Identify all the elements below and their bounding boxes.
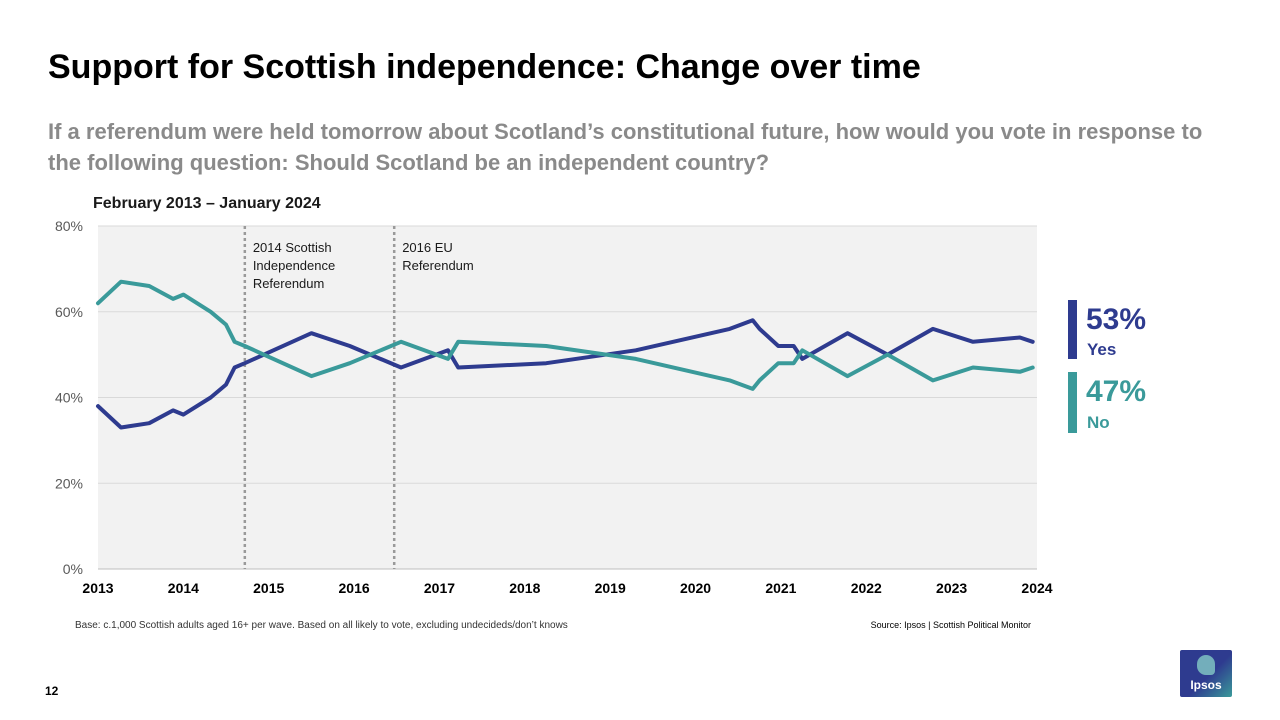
y-tick-label: 60% — [55, 304, 83, 320]
series-line-yes — [96, 318, 1035, 430]
legend-no-bar — [1068, 372, 1077, 433]
event-label-line: 2016 EU — [402, 240, 453, 255]
ipsos-logo-mark-icon — [1197, 655, 1215, 675]
page-number: 12 — [45, 684, 59, 698]
y-tick-label: 40% — [55, 390, 83, 406]
survey-question: If a referendum were held tomorrow about… — [48, 119, 1203, 175]
date-range-label: February 2013 – January 2024 — [93, 195, 321, 212]
source-note: Source: Ipsos | Scottish Political Monit… — [870, 620, 1031, 630]
x-tick-label: 2019 — [595, 580, 626, 596]
x-tick-label: 2016 — [339, 580, 370, 596]
x-tick-label: 2014 — [168, 580, 199, 596]
y-tick-label: 0% — [63, 561, 83, 577]
event-label-0: 2014 Scottish Independence Referendum — [253, 240, 335, 291]
y-tick-label: 80% — [55, 218, 83, 234]
event-label-line: Referendum — [253, 276, 325, 291]
x-tick-label: 2024 — [1021, 580, 1052, 596]
x-tick-label: 2022 — [851, 580, 882, 596]
event-label-line: Independence — [253, 258, 335, 273]
x-tick-label: 2020 — [680, 580, 711, 596]
legend-yes-percent: 53% — [1086, 303, 1147, 336]
legend-no-percent: 47% — [1086, 375, 1147, 408]
event-label-1: 2016 EU Referendum — [402, 240, 474, 273]
x-tick-label: 2013 — [82, 580, 113, 596]
base-note: Base: c.1,000 Scottish adults aged 16+ p… — [75, 620, 568, 631]
page-title: Support for Scottish independence: Chang… — [48, 48, 921, 86]
ipsos-logo: Ipsos — [1180, 650, 1232, 697]
x-tick-label: 2017 — [424, 580, 455, 596]
x-tick-label: 2023 — [936, 580, 967, 596]
x-tick-label: 2018 — [509, 580, 540, 596]
event-label-line: Referendum — [402, 258, 474, 273]
legend-yes-bar — [1068, 300, 1077, 359]
ipsos-logo-text: Ipsos — [1190, 678, 1222, 692]
x-tick-label: 2015 — [253, 580, 284, 596]
legend-no-label: No — [1087, 413, 1110, 432]
y-tick-label: 20% — [55, 475, 83, 491]
series-line-no — [96, 279, 1035, 391]
event-label-line: 2014 Scottish — [253, 240, 332, 255]
legend-yes-label: Yes — [1087, 340, 1117, 359]
x-tick-label: 2021 — [765, 580, 796, 596]
